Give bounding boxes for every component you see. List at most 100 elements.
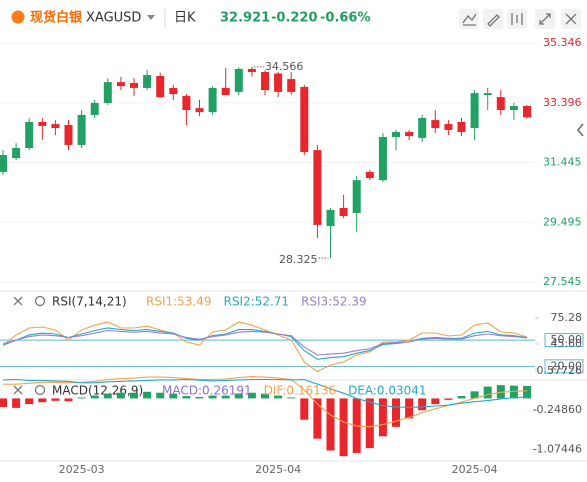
tool-icon — [511, 13, 523, 25]
candle-body — [444, 124, 453, 130]
candle-body — [274, 73, 283, 92]
candle-body — [405, 132, 414, 137]
tool-icon — [487, 14, 500, 27]
tool-button[interactable] — [459, 9, 479, 29]
macd-bar — [287, 397, 296, 399]
macd-bar — [365, 398, 374, 449]
close-icon[interactable] — [13, 385, 23, 395]
y-tick-label: 35.346 — [543, 36, 582, 49]
macd-bar — [247, 392, 256, 399]
indicator-line — [3, 376, 528, 428]
tool-icon — [539, 13, 551, 25]
macd-bar — [234, 393, 243, 399]
candle-body — [313, 150, 322, 225]
macd-bar — [261, 393, 269, 399]
reference-label-box — [544, 359, 584, 374]
macd-bar — [392, 398, 400, 427]
change: -0.220 — [271, 11, 318, 26]
candle-body — [523, 106, 531, 118]
y-tick-label: 31.445 — [543, 156, 582, 169]
candle-body — [247, 68, 256, 73]
candle-body — [77, 114, 86, 145]
y-tick-label: 45.60 — [551, 337, 583, 350]
dropdown-arrow[interactable] — [147, 15, 155, 20]
candle-body — [326, 209, 335, 227]
candle-body — [457, 121, 466, 133]
candle-body — [38, 121, 47, 126]
macd-bar — [90, 395, 99, 399]
macd-bar — [405, 398, 414, 419]
symbol[interactable]: XAGUSD — [86, 11, 141, 26]
candle-body — [378, 136, 387, 181]
macd-bar — [457, 396, 466, 399]
legend-entry: DEA:0.03041 — [348, 384, 427, 398]
macd-bar — [130, 392, 138, 399]
x-tick-label: 2025-03 — [59, 463, 105, 476]
macd-bar — [64, 398, 73, 402]
candle-body — [25, 121, 34, 148]
macd-bar — [208, 395, 217, 399]
candle-body — [130, 83, 138, 88]
macd-bar — [116, 392, 125, 399]
candle-body — [0, 155, 7, 172]
candle-body — [90, 102, 99, 115]
macd-bar — [339, 398, 348, 457]
macd-bar — [12, 398, 21, 408]
tool-icon — [462, 13, 477, 26]
candle-body — [221, 87, 230, 95]
macd-bar — [431, 398, 440, 405]
macd-bar — [182, 396, 191, 399]
legend-entry: RSI3:52.39 — [301, 295, 367, 309]
candle-body — [418, 117, 427, 138]
candle-body — [234, 68, 243, 92]
tool-icon — [565, 13, 577, 25]
macd-bar — [103, 393, 112, 399]
macd-bar — [77, 397, 86, 399]
settings-icon[interactable] — [34, 295, 46, 307]
period[interactable]: 日K — [174, 11, 196, 26]
candle-body — [300, 87, 309, 152]
legend-entry: RSI2:52.71 — [224, 295, 290, 309]
candle-body — [12, 147, 21, 159]
macd-bar — [274, 395, 283, 399]
candle-body — [352, 180, 361, 213]
min-label: 28.325 — [279, 253, 318, 266]
macd-bar — [0, 398, 7, 407]
candle-body — [261, 72, 269, 91]
y-tick-label: 29.495 — [543, 215, 582, 228]
y-tick-label: 33.396 — [543, 96, 582, 109]
legend-entry: RSI1:53.49 — [146, 295, 212, 309]
macd-bar — [221, 395, 230, 399]
brand[interactable]: 现货白银 — [30, 10, 83, 26]
indicator-line — [2, 329, 528, 356]
candle-body — [431, 120, 440, 129]
macd-bar — [300, 398, 309, 420]
close-icon[interactable] — [13, 296, 23, 306]
candle-body — [169, 87, 178, 95]
macd-bar — [326, 398, 335, 451]
candle-body — [51, 124, 60, 129]
candle-body — [392, 132, 400, 137]
indicator-name: RSI(7,14,21) — [52, 295, 127, 309]
legend-entry: MACD:0.26191 — [162, 384, 252, 398]
legend-entry: DIF:0.16136 — [264, 384, 336, 398]
macd-bar — [169, 393, 178, 399]
change-percent: -0.66% — [320, 11, 371, 26]
macd-bar — [195, 397, 204, 399]
settings-icon[interactable] — [34, 384, 46, 396]
y-tick-label: -0.24860 — [533, 403, 582, 416]
toolbar — [459, 9, 581, 29]
side-toggle[interactable] — [577, 123, 584, 137]
brand-icon — [11, 10, 25, 24]
candle-body — [496, 97, 505, 110]
indicator-name: MACD(12,26,9) — [52, 384, 143, 398]
macd-bar — [51, 398, 60, 401]
macd-bar — [509, 385, 518, 399]
macd-bar — [378, 398, 387, 437]
candle-body — [143, 75, 152, 88]
reference-label-box — [544, 333, 584, 348]
macd-bar — [38, 398, 47, 403]
macd-bar — [523, 386, 531, 399]
